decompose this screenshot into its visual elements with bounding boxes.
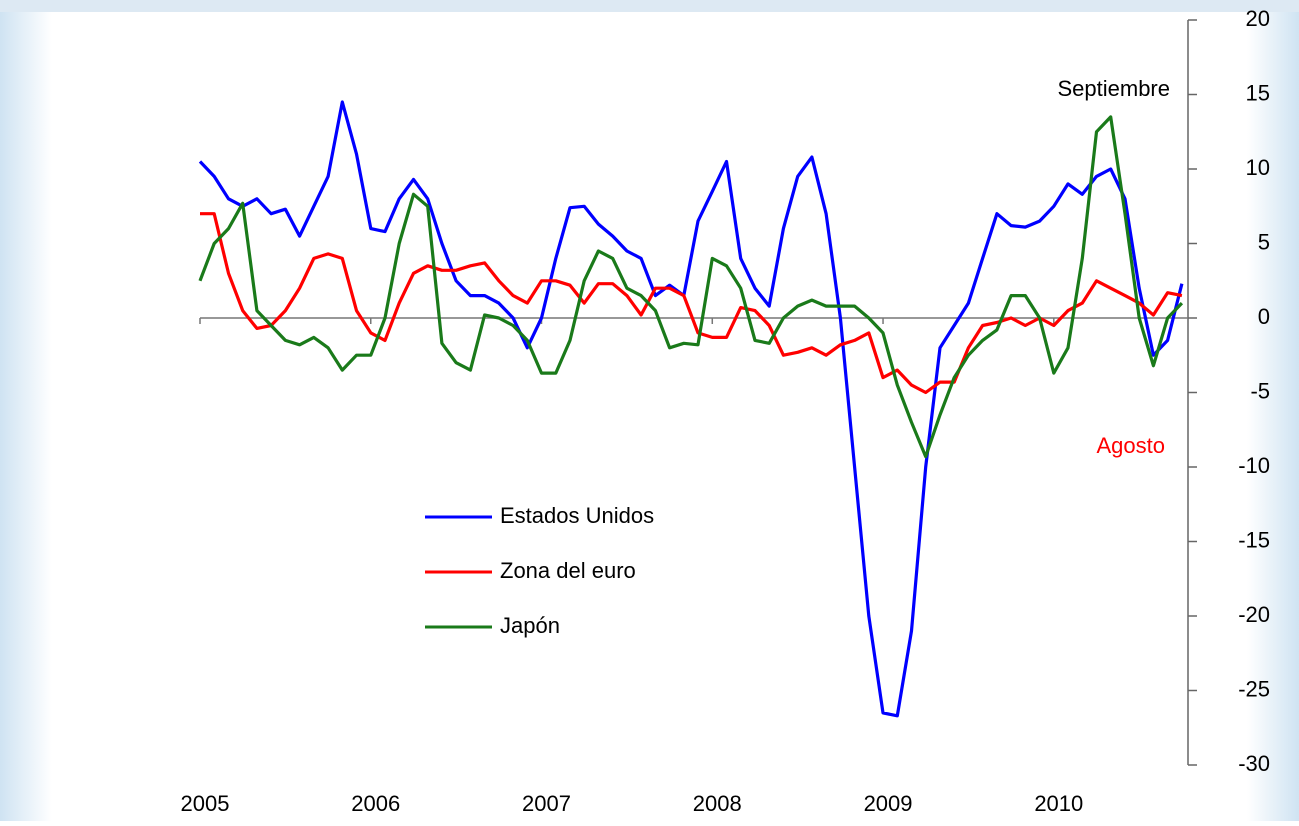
y-tick-label: -5 xyxy=(1250,378,1270,403)
series-line xyxy=(198,100,1184,718)
y-tick-label: 15 xyxy=(1246,80,1270,105)
y-tick-label: -15 xyxy=(1238,527,1270,552)
y-tick-label: 5 xyxy=(1258,229,1270,254)
x-tick-label: 2006 xyxy=(351,791,400,816)
annotation: Agosto xyxy=(1097,433,1166,458)
annotation: Septiembre xyxy=(1057,76,1170,101)
y-tick-label: -30 xyxy=(1238,751,1270,776)
y-tick-label: -25 xyxy=(1238,676,1270,701)
legend-label: Zona del euro xyxy=(500,558,636,583)
x-tick-label: 2010 xyxy=(1034,791,1083,816)
legend-label: Estados Unidos xyxy=(500,503,654,528)
x-tick-label: 2008 xyxy=(693,791,742,816)
x-tick-label: 2005 xyxy=(181,791,230,816)
x-tick-label: 2009 xyxy=(864,791,913,816)
y-tick-label: -10 xyxy=(1238,453,1270,478)
legend-label: Japón xyxy=(500,613,560,638)
y-tick-label: 20 xyxy=(1246,6,1270,31)
y-tick-label: 10 xyxy=(1246,155,1270,180)
y-tick-label: -20 xyxy=(1238,602,1270,627)
series-line xyxy=(198,115,1184,459)
y-tick-label: 0 xyxy=(1258,304,1270,329)
series-line xyxy=(200,212,1183,395)
top-band xyxy=(0,0,1299,12)
x-tick-label: 2007 xyxy=(522,791,571,816)
